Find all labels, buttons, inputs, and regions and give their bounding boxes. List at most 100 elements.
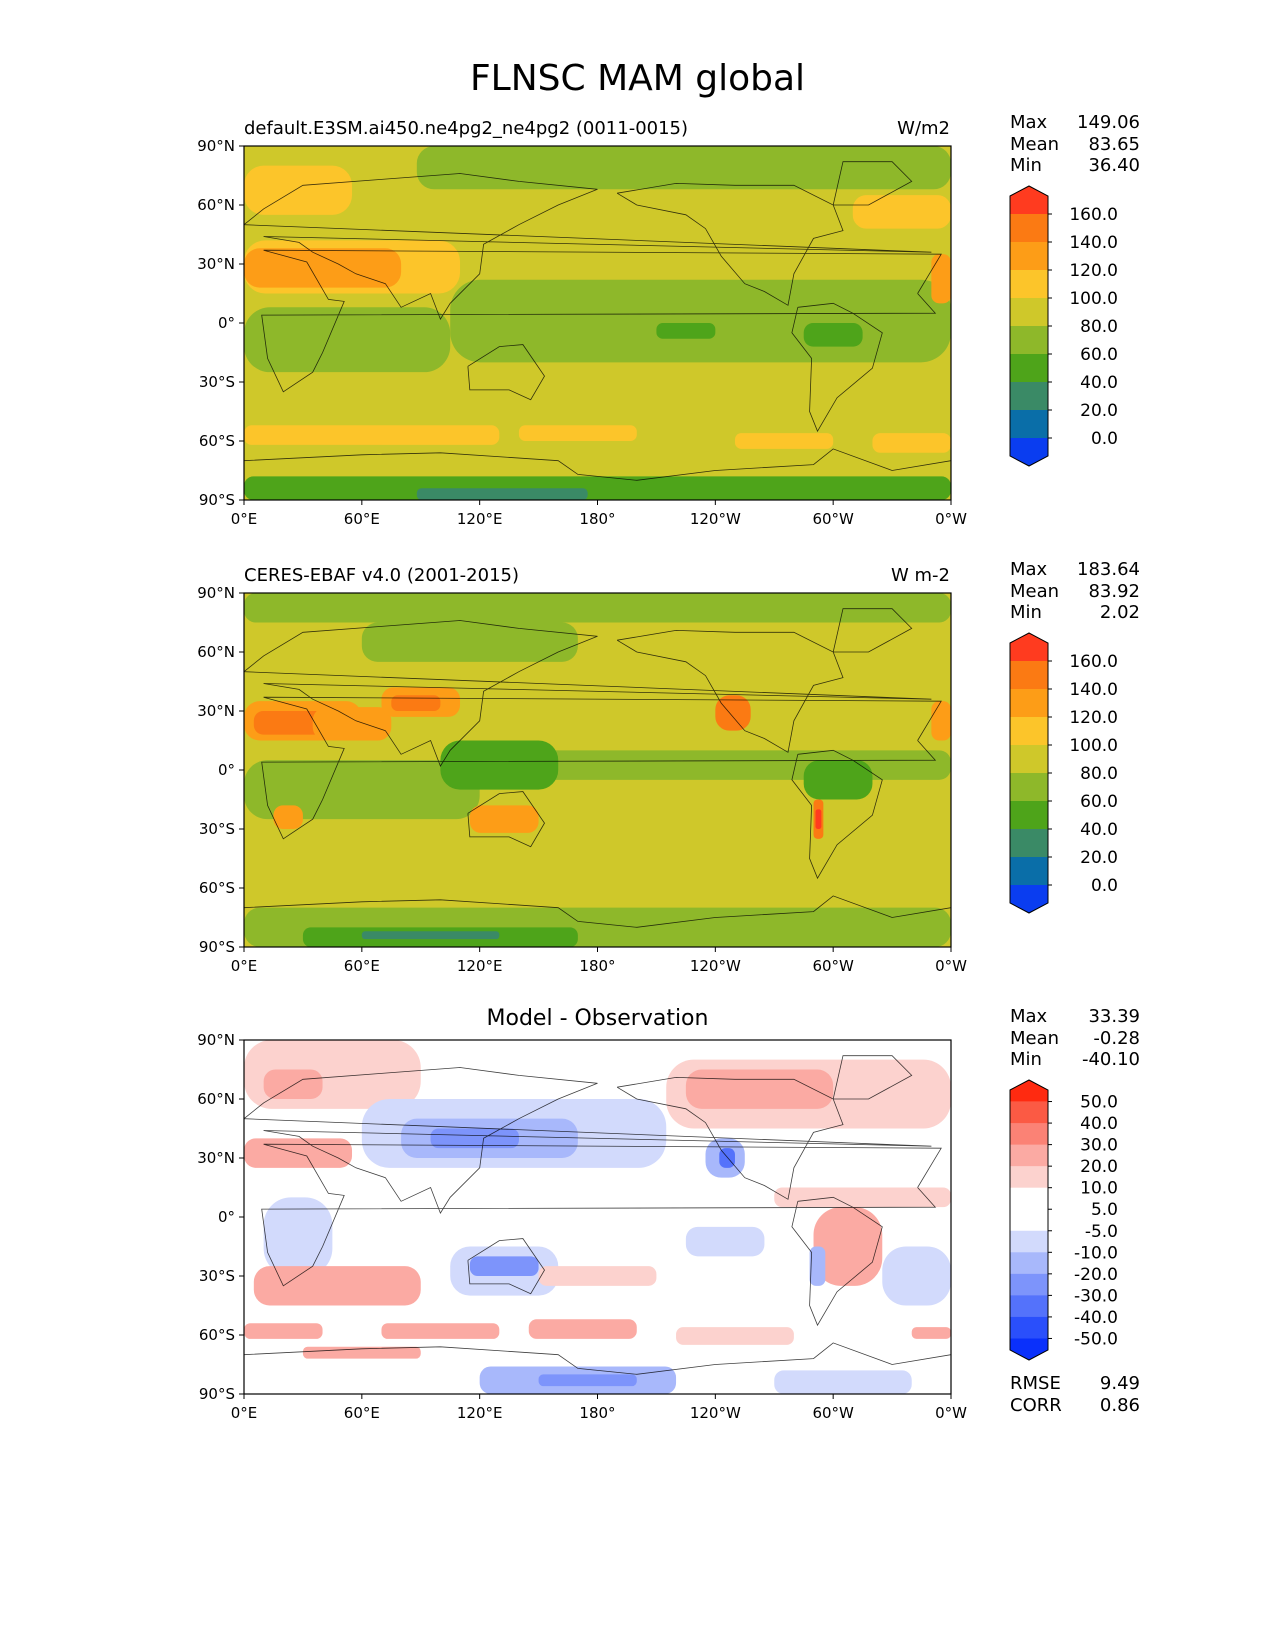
- panel-3-stats: Max 33.39 Mean -0.28 Min -40.10: [1010, 1006, 1140, 1070]
- y-tick-label: 30°S: [199, 820, 235, 838]
- region-antarctic-plus: [302, 1346, 421, 1359]
- coastline-4: [791, 749, 883, 880]
- coastline-2: [467, 344, 545, 401]
- colorbar-label: 40.0: [1080, 820, 1118, 840]
- colorbar-segment: [1010, 689, 1048, 718]
- x-tick-label: 180°: [579, 957, 615, 975]
- colorbar-label: 140.0: [1069, 233, 1118, 253]
- colorbar-label: -5.0: [1085, 1222, 1118, 1242]
- y-tick-label: 0°: [218, 314, 235, 332]
- heatmap-field: [244, 1040, 951, 1394]
- panel-1-stats: Max 149.06 Mean 83.65 Min 36.40: [1010, 112, 1140, 176]
- region-so-band-2: [518, 425, 637, 441]
- coastline-6: [244, 1342, 951, 1375]
- x-tick-label: 180°: [579, 1404, 615, 1422]
- colorbar-outline: [1009, 1079, 1049, 1361]
- region-so-band-3: [734, 433, 834, 449]
- x-tick-label: 60°E: [344, 957, 380, 975]
- colorbar-label: -50.0: [1074, 1329, 1118, 1349]
- y-tick-label: 60°S: [199, 432, 235, 450]
- figure-title: FLNSC MAM global: [469, 58, 806, 99]
- panel-3-max: 33.39: [1088, 1006, 1140, 1027]
- map-panel-3: 0°E 60°E 120°E 180° 120°W 60°W 0°W 90°N 60°N 30°N…: [197, 1031, 1118, 1422]
- colorbar-label: 60.0: [1080, 345, 1118, 365]
- y-tick-label: 0°: [218, 1208, 235, 1226]
- colorbar-segment: [1010, 410, 1048, 439]
- panel-2-max: 183.64: [1077, 559, 1140, 580]
- region-antarctic-minus-2: [774, 1370, 912, 1394]
- region-s-atlantic-minus: [882, 1246, 951, 1306]
- coastline-2: [467, 791, 545, 848]
- corr-value: 0.86: [1099, 1394, 1140, 1416]
- panel-2-stats: Max 183.64 Mean 83.92 Min 2.02: [1010, 559, 1140, 623]
- x-tick-label: 60°E: [344, 510, 380, 528]
- region-arabia: [312, 707, 392, 741]
- colorbar-segment: [1010, 1166, 1048, 1189]
- colorbar-outline: [1009, 185, 1049, 467]
- panel-3-metrics: RMSE 9.49 CORR 0.86: [1010, 1373, 1140, 1416]
- region-tropical-pacific: [450, 279, 951, 363]
- region-antarctica: [244, 476, 951, 500]
- x-tick-label: 180°: [579, 510, 615, 528]
- coastline-1: [244, 173, 932, 320]
- region-arctic-band: [244, 593, 951, 623]
- region-pacific-plus: [538, 1266, 657, 1286]
- region-arctic-band: [416, 146, 951, 190]
- y-tick-label: 90°S: [199, 1385, 235, 1403]
- region-andes-core: [815, 809, 822, 829]
- region-tropical-indian: [244, 307, 451, 373]
- region-so-plus-1: [244, 1323, 323, 1339]
- y-tick-label: 30°S: [199, 373, 235, 391]
- panel-1-right-title: W/m2: [897, 118, 950, 139]
- colorbar-segment: [1010, 1209, 1048, 1232]
- region-sw-us-deep: [719, 1148, 735, 1168]
- y-tick-label: 60°N: [197, 643, 235, 661]
- colorbar-label: 120.0: [1069, 708, 1118, 728]
- region-ne-atlantic: [852, 195, 951, 229]
- colorbar-segment: [1010, 1230, 1048, 1253]
- region-sw-north-america: [715, 695, 751, 731]
- region-n-europe: [244, 165, 353, 215]
- coastline-1: [244, 620, 932, 767]
- x-tick-label: 120°W: [690, 1404, 741, 1422]
- colorbar-label: 20.0: [1080, 1157, 1118, 1177]
- colorbar-segment: [1010, 745, 1048, 774]
- panel-2-right-title: W m-2: [890, 565, 950, 586]
- colorbar-label: 40.0: [1080, 1114, 1118, 1134]
- x-tick-label: 0°E: [231, 510, 258, 528]
- y-tick-label: 0°: [218, 761, 235, 779]
- map-panel-1: 0°E 60°E 120°E 180° 120°W 60°W 0°W 90°N 60°N 30°N…: [197, 137, 1118, 528]
- region-s-america-plus: [813, 1207, 883, 1286]
- y-tick-label: 90°N: [197, 584, 235, 602]
- y-tick-label: 60°S: [199, 1326, 235, 1344]
- colorbar-label: 10.0: [1080, 1179, 1118, 1199]
- coastline-5: [832, 1055, 913, 1100]
- coastline-0: [261, 1143, 942, 1287]
- rmse-value: 9.49: [1099, 1373, 1140, 1394]
- y-tick-label: 60°N: [197, 1090, 235, 1108]
- y-tick-label: 90°N: [197, 1031, 235, 1049]
- colorbar-label: 120.0: [1069, 261, 1118, 281]
- colorbar-segment: [1010, 1316, 1048, 1339]
- panel-2-left-title: CERES-EBAF v4.0 (2001-2015): [244, 565, 520, 586]
- coastlines: [244, 161, 951, 481]
- colorbar-label: 20.0: [1080, 848, 1118, 868]
- y-tick-label: 30°N: [197, 255, 235, 273]
- panel-1-max: 149.06: [1077, 112, 1140, 133]
- region-europe: [263, 1069, 323, 1099]
- panel-2-min: 2.02: [1099, 602, 1140, 623]
- x-tick-label: 120°E: [457, 1404, 503, 1422]
- region-australia-core: [469, 1256, 539, 1276]
- panel-3-mean: -0.28: [1093, 1027, 1140, 1049]
- x-tick-label: 60°E: [344, 1404, 380, 1422]
- colorbar-label: 0.0: [1091, 876, 1118, 896]
- region-australia: [469, 805, 539, 833]
- coastline-3: [616, 182, 844, 306]
- colorbar-segment: [1010, 1101, 1048, 1124]
- region-warm-pool: [440, 740, 559, 790]
- coastlines: [244, 608, 951, 928]
- x-tick-label: 120°W: [690, 510, 741, 528]
- colorbar-label: 0.0: [1091, 429, 1118, 449]
- region-amazon: [803, 760, 873, 800]
